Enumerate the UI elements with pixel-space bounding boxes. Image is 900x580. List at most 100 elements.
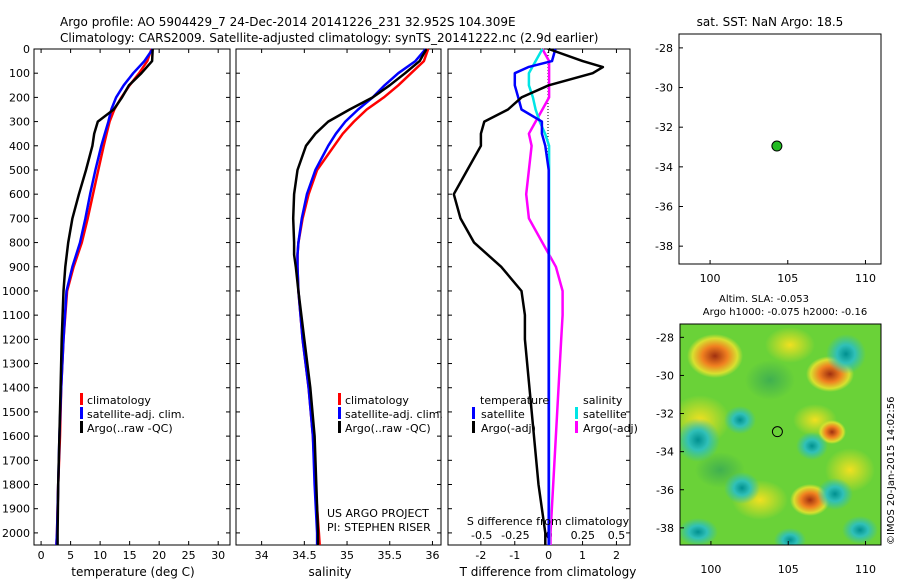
temp-panel-frame [33, 48, 231, 546]
depth-tick-label: 1700 [2, 454, 30, 467]
depth-tick-label: 1600 [2, 430, 30, 443]
temp-climatology-line [55, 48, 153, 546]
depth-tick-label: 1400 [2, 382, 30, 395]
depth-tick-label: 400 [9, 140, 30, 153]
lat-tick-label: -28 [655, 42, 673, 55]
lon-tick-label: 100 [700, 563, 721, 576]
x-tick-label: 2 [613, 549, 620, 562]
imos-footer: ©IMOS 20-Jan-2015 14:02:56 [886, 397, 897, 545]
depth-tick-label: 2000 [2, 527, 30, 540]
legend-swatch-climatology [80, 393, 83, 405]
t-satellite-diff-line [513, 48, 557, 545]
s-tick-label: -0.5 [471, 529, 492, 542]
lat-tick-label: -32 [655, 121, 673, 134]
sal-legend-satellite: satellite-adj. clim. [345, 408, 443, 421]
depth-tick-label: 900 [9, 261, 30, 274]
x-tick-label: 5 [67, 549, 74, 562]
x-tick-label: 35 [340, 549, 354, 562]
diff-series [452, 47, 605, 545]
s-tick-label: 0.25 [571, 529, 596, 542]
sal-climatology-line [296, 48, 430, 546]
x-tick-label: -2 [475, 549, 486, 562]
sal-legend: climatology satellite-adj. clim. Argo(..… [338, 393, 443, 435]
depth-tick-label: 0 [23, 43, 30, 56]
map-top-title: sat. SST: NaN Argo: 18.5 [697, 15, 844, 29]
x-tick-label: 36 [425, 549, 439, 562]
legend-swatch-t-satellite [472, 407, 475, 419]
x-tick-label: 35.5 [378, 549, 403, 562]
depth-tick-label: 1100 [2, 309, 30, 322]
lat-tick-label: -34 [655, 161, 673, 174]
lon-tick-label: 105 [778, 563, 799, 576]
map-bottom-title2: Argo h1000: -0.075 h2000: -0.16 [703, 307, 867, 318]
diff-xlabel: T difference from climatology [459, 565, 637, 579]
temp-legend-argo: Argo(..raw -QC) [87, 422, 173, 435]
temp-legend: climatology satellite-adj. clim. Argo(..… [80, 393, 185, 435]
pi-note: PI: STEPHEN RISER [327, 521, 431, 534]
temp-legend-climatology: climatology [87, 394, 151, 407]
map-top-axes: 100 105 110 -28 -30 -32 -34 -36 -38 [655, 42, 876, 285]
x-tick-label: 1 [579, 549, 586, 562]
legend-sal-head: salinity [583, 394, 623, 407]
x-tick-label: 15 [123, 549, 137, 562]
lat-tick-label: -36 [655, 201, 673, 214]
x-tick-label: 25 [182, 549, 196, 562]
sal-satellite-line [296, 48, 427, 545]
depth-tick-label: 800 [9, 237, 30, 250]
s-diff-title: S difference from climatology [467, 515, 630, 528]
header-line1: Argo profile: AO 5904429_7 24-Dec-2014 2… [60, 15, 516, 29]
header-line2: Climatology: CARS2009. Satellite-adjuste… [60, 31, 598, 45]
legend-s-satellite: satellite [583, 408, 627, 421]
depth-tick-label: 1500 [2, 406, 30, 419]
legend-t-satellite: satellite [481, 408, 525, 421]
lat-tick-label: -38 [655, 240, 673, 253]
sla-heatmap [680, 324, 881, 545]
x-tick-label: 10 [93, 549, 107, 562]
x-tick-label: -1 [509, 549, 520, 562]
temp-xlabel: temperature (deg C) [71, 565, 194, 579]
lat-tick-label: -32 [656, 408, 674, 421]
sal-panel-frame [235, 48, 442, 546]
diff-legend: temperature salinity satellite Argo(-adj… [472, 394, 638, 435]
float-location-ring [771, 426, 783, 438]
s-argo-diff-line [524, 48, 564, 545]
legend-swatch-argo [80, 421, 83, 433]
depth-tick-label: 1000 [2, 285, 30, 298]
legend-swatch-s-satellite [575, 407, 578, 419]
x-tick-label: 34 [255, 549, 269, 562]
legend-swatch-argo [338, 421, 341, 433]
sal-legend-argo: Argo(..raw -QC) [345, 422, 431, 435]
depth-tick-label: 700 [9, 212, 30, 225]
depth-axis: 0 100 200 300 400 500 600 700 800 900 1000 1100 1200… [2, 43, 630, 540]
depth-tick-label: 500 [9, 164, 30, 177]
s-satellite-diff-line [527, 48, 551, 545]
depth-tick-label: 1800 [2, 479, 30, 492]
x-tick-label: 30 [211, 549, 225, 562]
legend-swatch-climatology [338, 393, 341, 405]
sal-xlabel: salinity [308, 565, 351, 579]
depth-tick-label: 200 [9, 91, 30, 104]
float-location-marker [771, 140, 783, 152]
s-tick-label: -0.25 [501, 529, 529, 542]
legend-swatch-satellite [80, 407, 83, 419]
lat-tick-label: -28 [656, 331, 674, 344]
x-tick-label: 0 [38, 549, 45, 562]
legend-t-argo: Argo(-adj) [481, 422, 536, 435]
temp-legend-satellite: satellite-adj. clim. [87, 408, 185, 421]
lon-tick-label: 105 [777, 272, 798, 285]
legend-swatch-s-argo [575, 421, 578, 433]
x-tick-label: 34.5 [292, 549, 317, 562]
depth-tick-label: 1300 [2, 358, 30, 371]
diff-panel-frame [447, 48, 631, 546]
legend-s-argo: Argo(-adj) [583, 422, 638, 435]
lat-tick-label: -30 [656, 369, 674, 382]
project-note: US ARGO PROJECT [327, 507, 429, 520]
x-tick-label: 20 [152, 549, 166, 562]
sal-series [291, 48, 430, 546]
depth-tick-label: 100 [9, 67, 30, 80]
map-bottom-title1: Altim. SLA: -0.053 [719, 294, 809, 305]
x-tick-label: 0 [545, 549, 552, 562]
lon-tick-label: 100 [700, 272, 721, 285]
legend-swatch-satellite [338, 407, 341, 419]
